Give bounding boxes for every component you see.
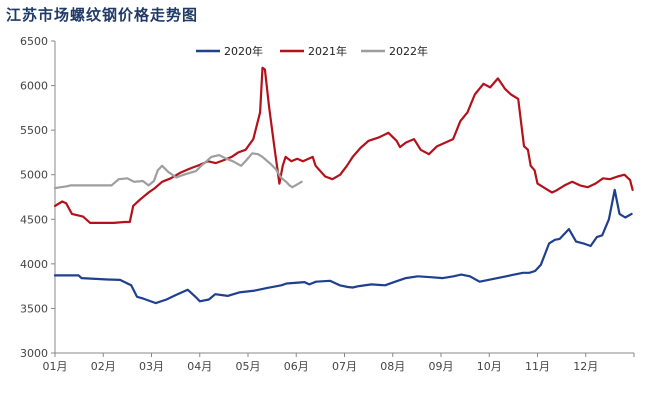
x-tick-label: 03月 [139,360,164,373]
x-tick-label: 08月 [380,360,405,373]
y-tick-label: 5500 [20,124,48,137]
y-tick-label: 3000 [20,347,48,360]
x-tick-label: 07月 [332,360,357,373]
x-tick-label: 05月 [236,360,261,373]
legend-label: 2020年 [224,44,263,58]
x-tick-label: 04月 [187,360,212,373]
legend-label: 2021年 [308,44,347,58]
x-tick-label: 06月 [284,360,309,373]
x-tick-label: 11月 [525,360,550,373]
series-line-2021年 [53,66,634,224]
y-tick-label: 5000 [20,169,48,182]
y-tick-label: 4000 [20,258,48,271]
y-tick-label: 4500 [20,213,48,226]
x-tick-label: 12月 [573,360,598,373]
series-line-2020年 [53,188,633,305]
y-tick-label: 6500 [20,35,48,48]
chart-title: 江苏市场螺纹钢价格走势图 [6,6,199,24]
x-tick-label: 01月 [43,360,68,373]
y-tick-label: 3500 [20,302,48,315]
x-tick-label: 10月 [477,360,502,373]
y-tick-label: 6000 [20,80,48,93]
x-tick-label: 09月 [429,360,454,373]
legend-label: 2022年 [389,44,428,58]
series-line-2022年 [53,152,303,190]
x-tick-label: 02月 [91,360,116,373]
